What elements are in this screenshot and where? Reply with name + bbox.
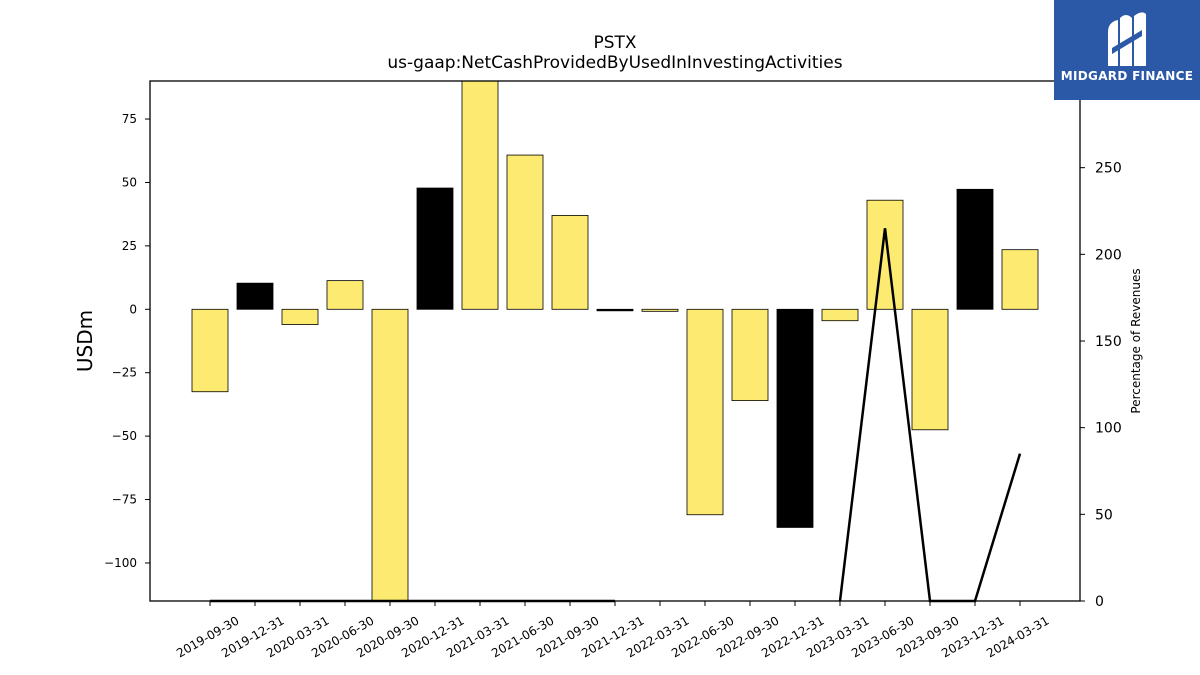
bars bbox=[191, 80, 1039, 602]
y-tick-label: −25 bbox=[112, 366, 137, 380]
bar-2021-09-30 bbox=[551, 215, 589, 310]
midgard-logo-icon bbox=[1108, 12, 1146, 66]
brand-logo: MIDGARD FINANCE bbox=[1054, 0, 1200, 100]
bar-2020-06-30 bbox=[326, 280, 364, 310]
bar-2022-12-31 bbox=[776, 308, 814, 528]
y-tick-label: −50 bbox=[112, 429, 137, 443]
y-axis: −100 −75 −50 −25 0 25 50 75 bbox=[104, 112, 150, 570]
logo-text: MIDGARD FINANCE bbox=[1060, 69, 1194, 83]
y2-axis-label: Percentage of Revenues bbox=[1129, 268, 1143, 413]
bar-2022-06-30 bbox=[686, 308, 724, 516]
bar-2021-03-31 bbox=[461, 80, 499, 310]
bar-2019-12-31 bbox=[236, 282, 274, 310]
y2-axis: 0 50 100 150 200 250 bbox=[1080, 161, 1122, 610]
y-axis-label: USDm bbox=[73, 310, 97, 372]
bar-2023-06-30 bbox=[866, 199, 904, 310]
bar-2022-03-31 bbox=[641, 308, 679, 312]
bar-2023-03-31 bbox=[821, 308, 859, 322]
y2-tick-label: 100 bbox=[1095, 421, 1122, 437]
bar-2020-03-31 bbox=[281, 308, 319, 325]
y-tick-label: 25 bbox=[122, 239, 137, 253]
y2-tick-label: 50 bbox=[1095, 507, 1113, 523]
bar-2021-06-30 bbox=[506, 154, 544, 310]
y-tick-label: 50 bbox=[122, 175, 137, 189]
bar-2021-12-31 bbox=[596, 308, 634, 312]
bar-2022-09-30 bbox=[731, 308, 769, 402]
y-tick-label: −75 bbox=[112, 493, 137, 507]
y2-tick-label: 150 bbox=[1095, 334, 1122, 350]
y-tick-label: −100 bbox=[104, 556, 137, 570]
y-tick-label: 0 bbox=[129, 302, 137, 316]
bar-2019-09-30 bbox=[191, 308, 229, 393]
bar-2020-09-30 bbox=[371, 308, 409, 602]
y2-tick-label: 250 bbox=[1095, 161, 1122, 177]
chart-subtitle: us-gaap:NetCashProvidedByUsedInInvesting… bbox=[387, 53, 842, 73]
bar-2023-12-31 bbox=[956, 188, 994, 310]
y2-tick-label: 200 bbox=[1095, 247, 1122, 263]
bar-2023-09-30 bbox=[911, 308, 949, 431]
x-axis: 2019-09-302019-12-312020-03-312020-06-30… bbox=[174, 601, 1052, 660]
chart-title: PSTX bbox=[593, 33, 636, 53]
y-tick-label: 75 bbox=[122, 112, 137, 126]
bar-2020-12-31 bbox=[416, 187, 454, 310]
bar-2024-03-31 bbox=[1001, 249, 1039, 310]
y2-tick-label: 0 bbox=[1095, 594, 1104, 610]
